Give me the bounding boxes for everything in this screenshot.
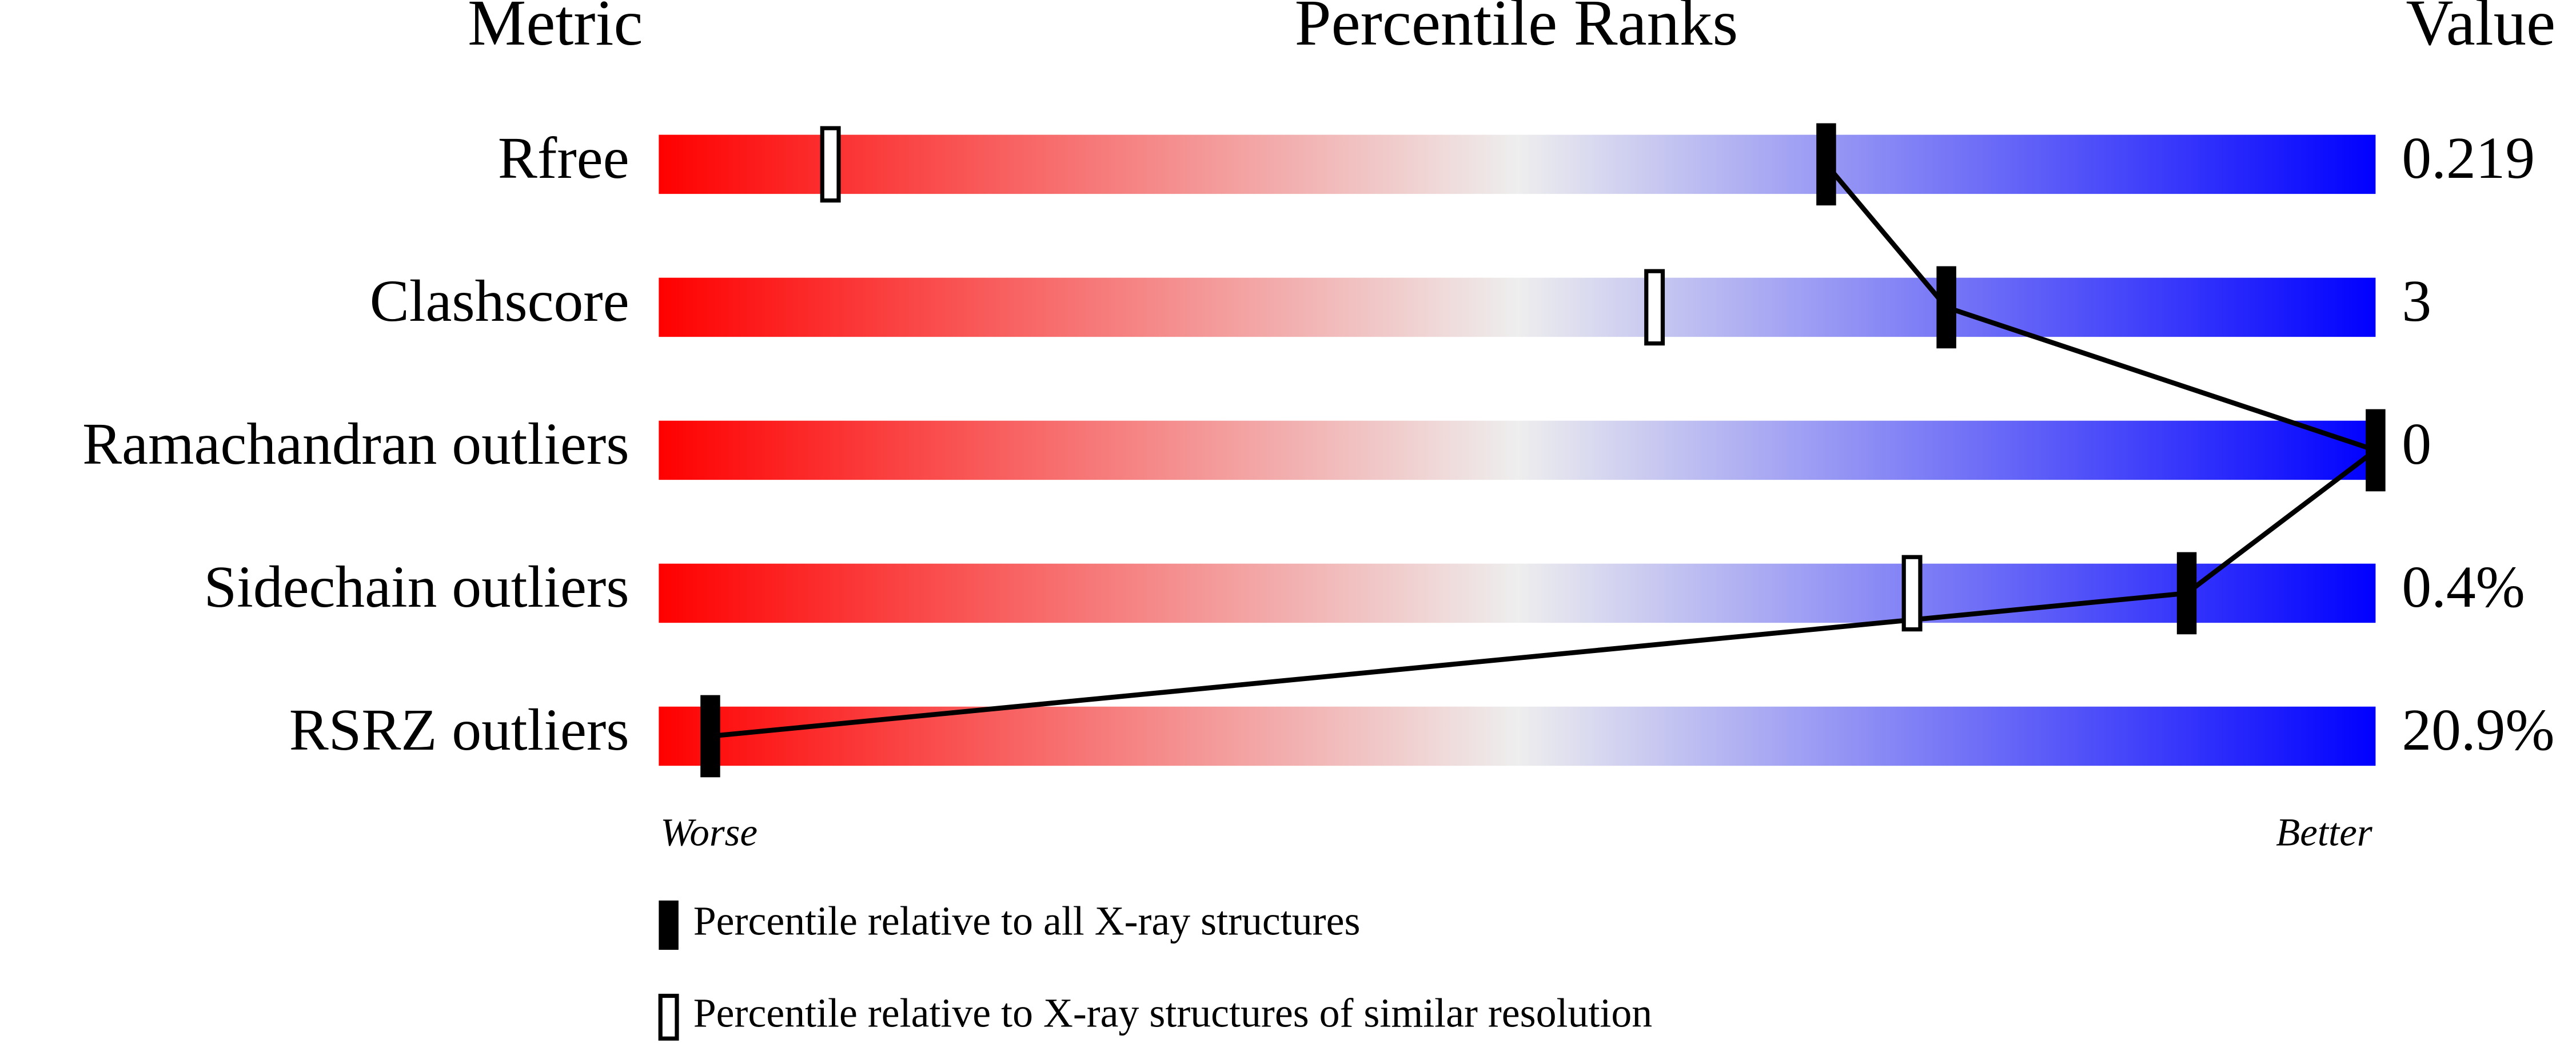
metric-label: Rfree <box>498 126 629 191</box>
percentile-marker <box>1936 266 1956 349</box>
metric-label: Ramachandran outliers <box>82 412 629 477</box>
percentile-marker <box>700 695 720 778</box>
header: Value <box>2406 0 2555 59</box>
percentile-bar <box>659 420 2376 480</box>
metric-label: Sidechain outliers <box>204 555 629 620</box>
metric-value: 0 <box>2402 412 2431 477</box>
percentile-marker-open <box>1644 269 1665 346</box>
percentile-marker <box>2366 409 2386 492</box>
header: Metric <box>468 0 643 59</box>
header: Percentile Ranks <box>1295 0 1738 59</box>
legend-swatch <box>658 993 679 1041</box>
percentile-marker <box>1816 123 1836 206</box>
percentile-bar <box>659 277 2376 337</box>
percentile-bar <box>659 134 2376 194</box>
percentile-marker <box>2176 552 2197 635</box>
metric-value: 3 <box>2402 269 2431 334</box>
metric-value: 0.219 <box>2402 126 2535 191</box>
metric-label: Clashscore <box>370 269 629 334</box>
metric-value: 0.4% <box>2402 555 2525 620</box>
percentile-bar <box>659 563 2376 623</box>
legend-swatch <box>659 900 679 950</box>
percentile-bar <box>659 706 2376 766</box>
percentile-marker-open <box>820 126 841 203</box>
metric-value: 20.9% <box>2402 698 2554 763</box>
axis-label: Worse <box>660 811 757 854</box>
legend-label: Percentile relative to X-ray structures … <box>693 990 1652 1036</box>
axis-label: Better <box>2276 811 2373 854</box>
metric-label: RSRZ outliers <box>289 698 629 763</box>
percentile-marker-open <box>1901 555 1923 632</box>
legend-label: Percentile relative to all X-ray structu… <box>693 898 1361 944</box>
